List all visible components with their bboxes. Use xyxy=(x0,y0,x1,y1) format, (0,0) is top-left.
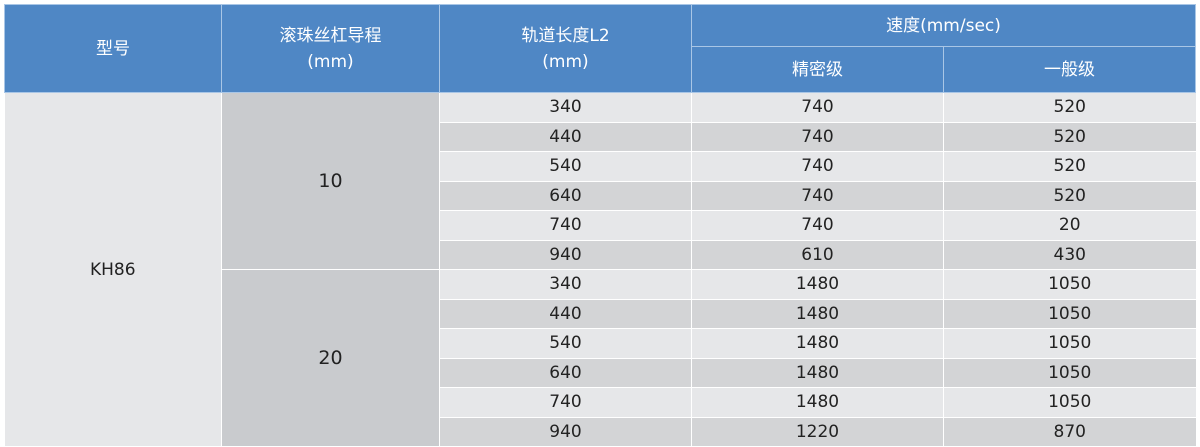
lead-cell: 20 xyxy=(221,269,440,447)
general-cell: 1050 xyxy=(943,358,1196,388)
precision-cell: 1480 xyxy=(691,269,944,300)
precision-cell: 1480 xyxy=(691,358,944,388)
precision-cell: 740 xyxy=(691,181,944,211)
general-cell: 430 xyxy=(943,240,1196,270)
header-lead-unit: (mm) xyxy=(307,51,354,72)
general-cell: 520 xyxy=(943,151,1196,182)
table-row: 740 740 20 xyxy=(5,210,1196,241)
general-cell: 1050 xyxy=(943,299,1196,329)
table-row: 540 1480 1050 xyxy=(5,328,1196,359)
lead-cell: 10 xyxy=(221,92,440,270)
header-general: 一般级 xyxy=(943,46,1196,93)
precision-cell: 610 xyxy=(691,240,944,270)
length-cell: 740 xyxy=(439,210,692,241)
length-cell: 440 xyxy=(439,122,692,152)
precision-cell: 1480 xyxy=(691,387,944,418)
general-cell: 520 xyxy=(943,92,1196,123)
precision-cell: 740 xyxy=(691,151,944,182)
length-cell: 640 xyxy=(439,358,692,388)
table-row: 540 740 520 xyxy=(5,151,1196,182)
table-row: 740 1480 1050 xyxy=(5,387,1196,418)
header-lead-label: 滚珠丝杠导程 xyxy=(279,25,382,46)
header-length: 轨道长度L2 (mm) xyxy=(439,4,692,93)
length-cell: 940 xyxy=(439,240,692,270)
speed-table: 型号 滚珠丝杠导程 (mm) 轨道长度L2 (mm) 速度(mm/sec) 精密级 … xyxy=(4,4,1196,447)
precision-cell: 740 xyxy=(691,122,944,152)
general-cell: 20 xyxy=(943,210,1196,241)
precision-cell: 1480 xyxy=(691,328,944,359)
header-lead: 滚珠丝杠导程 (mm) xyxy=(221,4,440,93)
precision-cell: 740 xyxy=(691,210,944,241)
table-row: 440 740 520 xyxy=(5,122,1196,152)
precision-cell: 1480 xyxy=(691,299,944,329)
length-cell: 540 xyxy=(439,151,692,182)
header-length-label: 轨道长度L2 xyxy=(521,25,610,46)
precision-cell: 1220 xyxy=(691,417,944,447)
general-cell: 520 xyxy=(943,122,1196,152)
general-cell: 1050 xyxy=(943,387,1196,418)
length-cell: 540 xyxy=(439,328,692,359)
table-row: 640 1480 1050 xyxy=(5,358,1196,388)
length-cell: 340 xyxy=(439,269,692,300)
header-precision: 精密级 xyxy=(691,46,944,93)
length-cell: 340 xyxy=(439,92,692,123)
general-cell: 520 xyxy=(943,181,1196,211)
length-cell: 440 xyxy=(439,299,692,329)
length-cell: 640 xyxy=(439,181,692,211)
header-length-unit: (mm) xyxy=(542,51,589,72)
table-row: 640 740 520 xyxy=(5,181,1196,211)
precision-cell: 740 xyxy=(691,92,944,123)
general-cell: 870 xyxy=(943,417,1196,447)
general-cell: 1050 xyxy=(943,328,1196,359)
table-row: 940 1220 870 xyxy=(5,417,1196,447)
table-row: 940 610 430 xyxy=(5,240,1196,270)
length-cell: 740 xyxy=(439,387,692,418)
table-row: 440 1480 1050 xyxy=(5,299,1196,329)
length-cell: 940 xyxy=(439,417,692,447)
header-speed: 速度(mm/sec) xyxy=(691,4,1196,47)
general-cell: 1050 xyxy=(943,269,1196,300)
model-cell: KH86 xyxy=(4,92,222,447)
table-row: 20 340 1480 1050 xyxy=(5,269,1196,447)
table-row: KH86 10 340 740 520 xyxy=(4,92,1196,447)
header-model: 型号 xyxy=(4,4,222,93)
